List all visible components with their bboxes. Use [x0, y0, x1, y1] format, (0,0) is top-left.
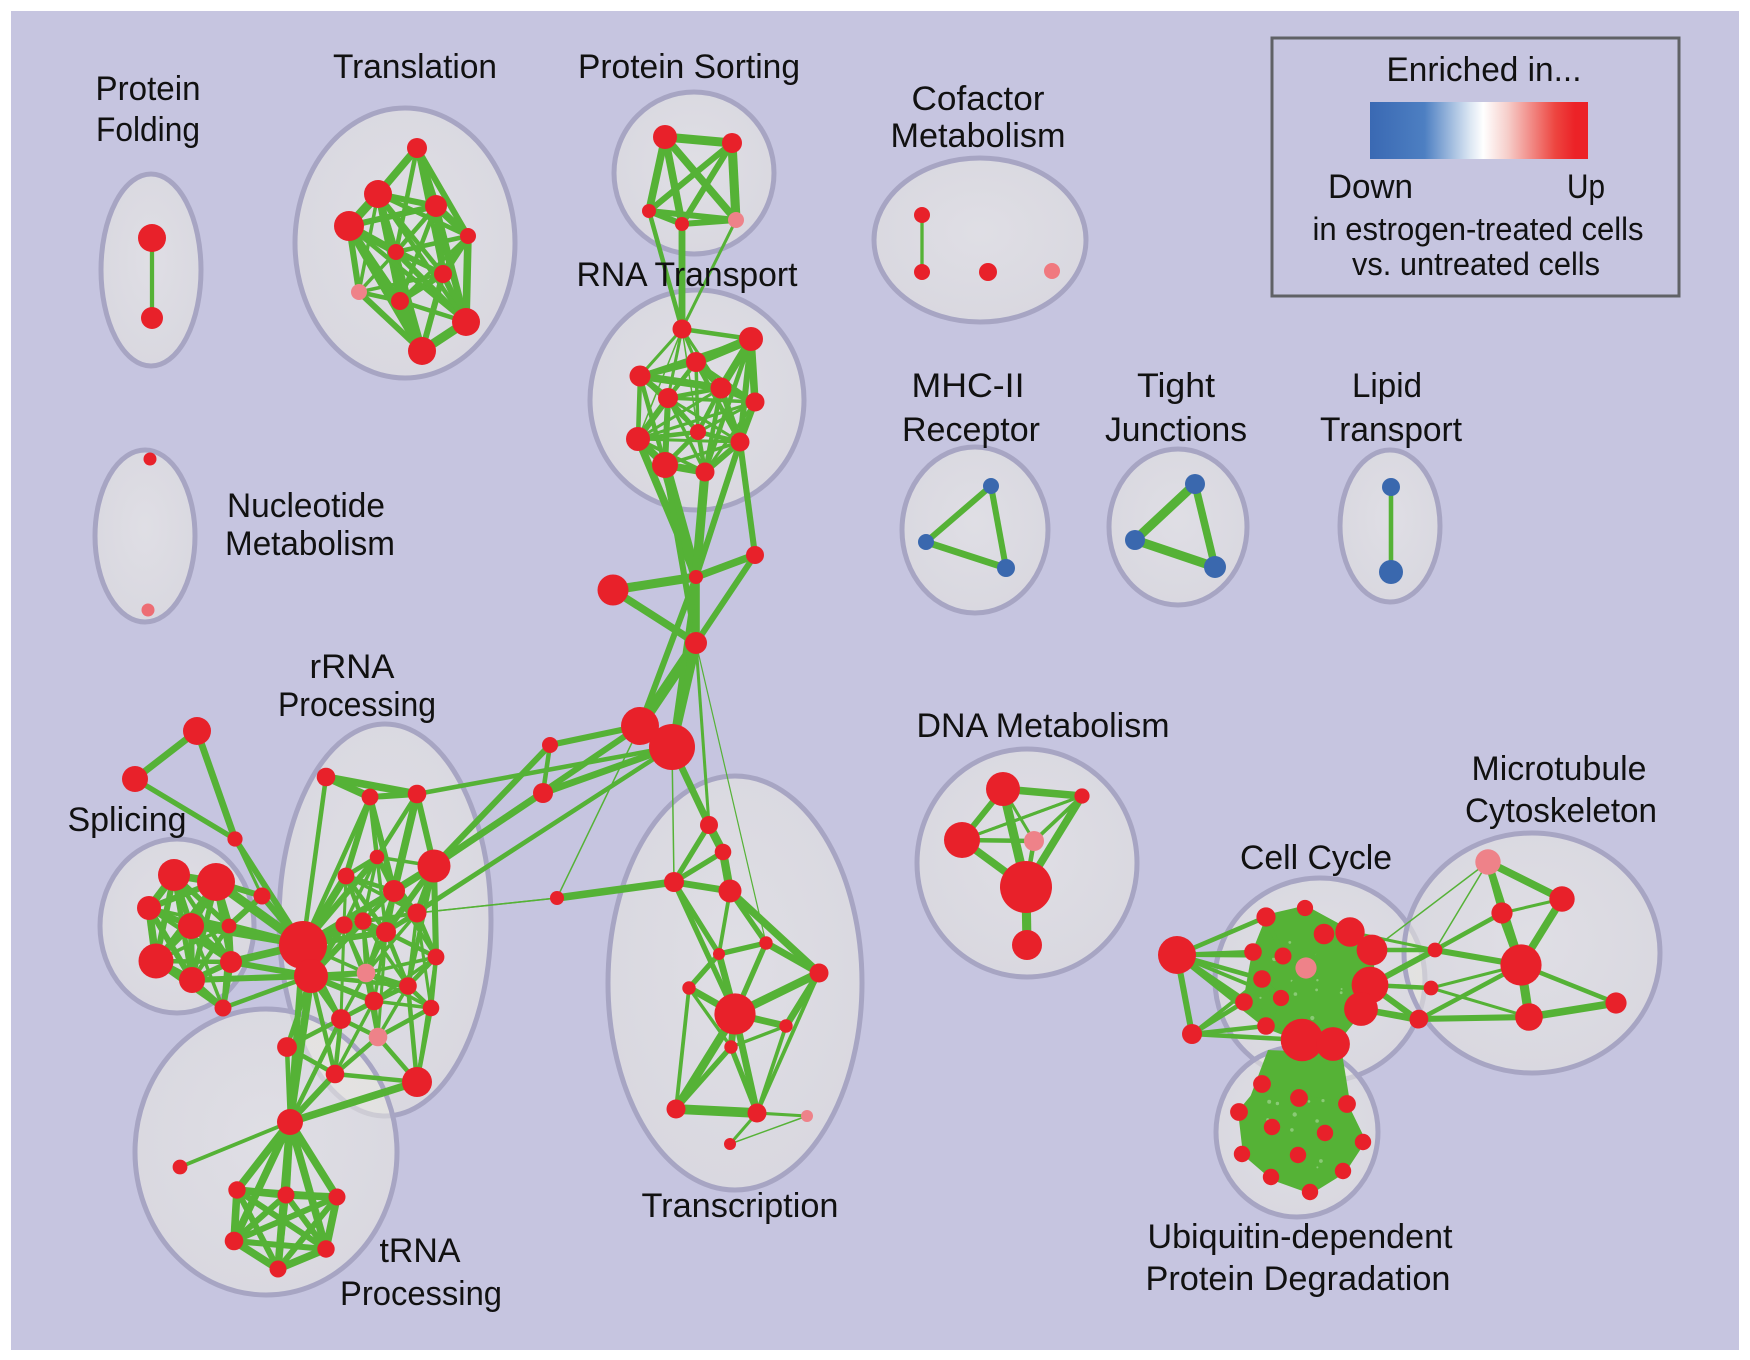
svg-text:Ubiquitin-dependent: Ubiquitin-dependent [1148, 1218, 1454, 1256]
svg-text:Lipid: Lipid [1352, 367, 1422, 405]
svg-text:Nucleotide: Nucleotide [227, 487, 385, 525]
svg-text:Microtubule: Microtubule [1472, 750, 1647, 788]
svg-text:Transcription: Transcription [642, 1187, 839, 1225]
svg-text:Protein Degradation: Protein Degradation [1146, 1260, 1451, 1298]
svg-text:RNA Transport: RNA Transport [577, 256, 799, 294]
svg-text:DNA Metabolism: DNA Metabolism [917, 707, 1170, 745]
svg-text:Up: Up [1567, 168, 1605, 206]
svg-text:Processing: Processing [340, 1275, 502, 1313]
svg-text:Metabolism: Metabolism [225, 525, 395, 563]
svg-text:Transport: Transport [1320, 411, 1463, 449]
svg-text:Protein Sorting: Protein Sorting [578, 48, 800, 86]
svg-text:Folding: Folding [96, 111, 200, 149]
svg-text:Cytoskeleton: Cytoskeleton [1465, 792, 1657, 830]
svg-text:Splicing: Splicing [68, 801, 187, 839]
svg-text:Receptor: Receptor [902, 411, 1040, 449]
svg-text:vs. untreated cells: vs. untreated cells [1352, 246, 1600, 282]
svg-text:Cell Cycle: Cell Cycle [1240, 839, 1392, 877]
svg-text:tRNA: tRNA [380, 1232, 461, 1270]
svg-text:rRNA: rRNA [310, 648, 395, 686]
svg-text:Translation: Translation [333, 48, 497, 86]
svg-text:Processing: Processing [278, 686, 436, 724]
svg-text:Down: Down [1328, 168, 1413, 206]
svg-text:Junctions: Junctions [1105, 411, 1247, 449]
svg-text:Cofactor: Cofactor [912, 80, 1045, 118]
svg-text:Enriched in...: Enriched in... [1387, 51, 1582, 89]
svg-text:Metabolism: Metabolism [891, 117, 1066, 155]
svg-text:Tight: Tight [1137, 367, 1216, 405]
svg-text:in estrogen-treated cells: in estrogen-treated cells [1313, 211, 1644, 247]
svg-text:Protein: Protein [96, 70, 201, 108]
svg-text:MHC-II: MHC-II [912, 367, 1025, 405]
